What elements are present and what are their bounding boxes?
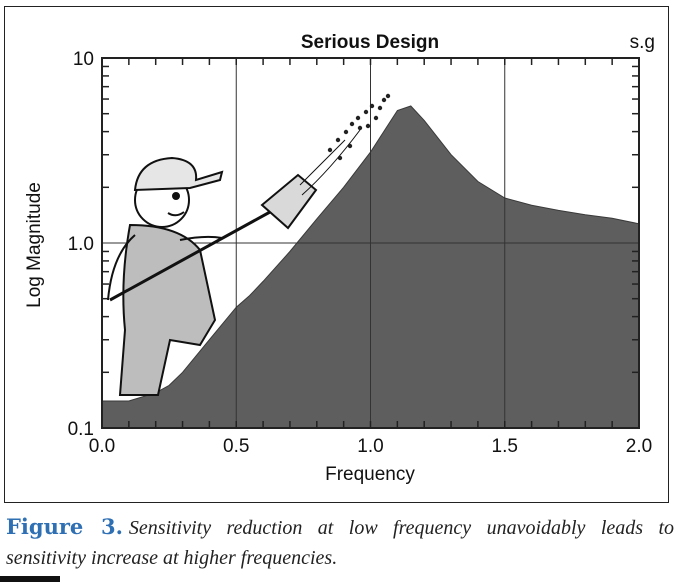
figure-frame — [4, 6, 669, 503]
caption-text: Sensitivity reduction at low frequency u… — [6, 517, 674, 569]
x-tick-label: 2.0 — [626, 436, 652, 457]
cartoon-worker-illustration — [107, 93, 391, 396]
figure-caption: Figure 3. Sensitivity reduction at low fr… — [6, 512, 674, 573]
x-tick-label: 1.5 — [492, 436, 518, 457]
chart-signature: s.g — [630, 32, 655, 53]
chart: 0.0 0.5 1.0 1.5 2.0 0.1 1.0 10 Serious Design s… — [24, 32, 655, 485]
x-axis-label: Frequency — [325, 464, 415, 485]
y-tick-label: 10 — [73, 49, 94, 70]
footer-bar — [0, 576, 60, 582]
y-tick-label: 0.1 — [68, 419, 94, 440]
y-tick-label: 1.0 — [68, 234, 94, 255]
x-tick-label: 0.0 — [89, 436, 115, 457]
y-axis-label: Log Magnitude — [24, 182, 45, 308]
chart-title: Serious Design — [301, 32, 439, 53]
figure-label: Figure 3. — [6, 514, 123, 539]
x-tick-label: 1.0 — [357, 436, 383, 457]
x-tick-label: 0.5 — [223, 436, 249, 457]
